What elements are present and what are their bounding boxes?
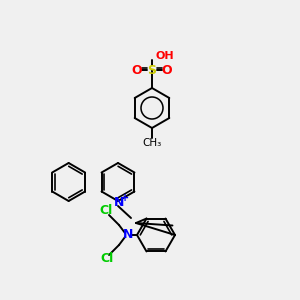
Text: O: O <box>132 64 142 76</box>
Text: Cl: Cl <box>99 205 112 218</box>
Text: +: + <box>121 193 129 203</box>
Text: N: N <box>114 196 124 209</box>
Text: CH₃: CH₃ <box>142 138 162 148</box>
Text: O: O <box>162 64 172 76</box>
Text: OH: OH <box>156 51 175 61</box>
Text: N: N <box>123 229 133 242</box>
Text: Cl: Cl <box>100 253 114 266</box>
Text: S: S <box>148 64 157 76</box>
